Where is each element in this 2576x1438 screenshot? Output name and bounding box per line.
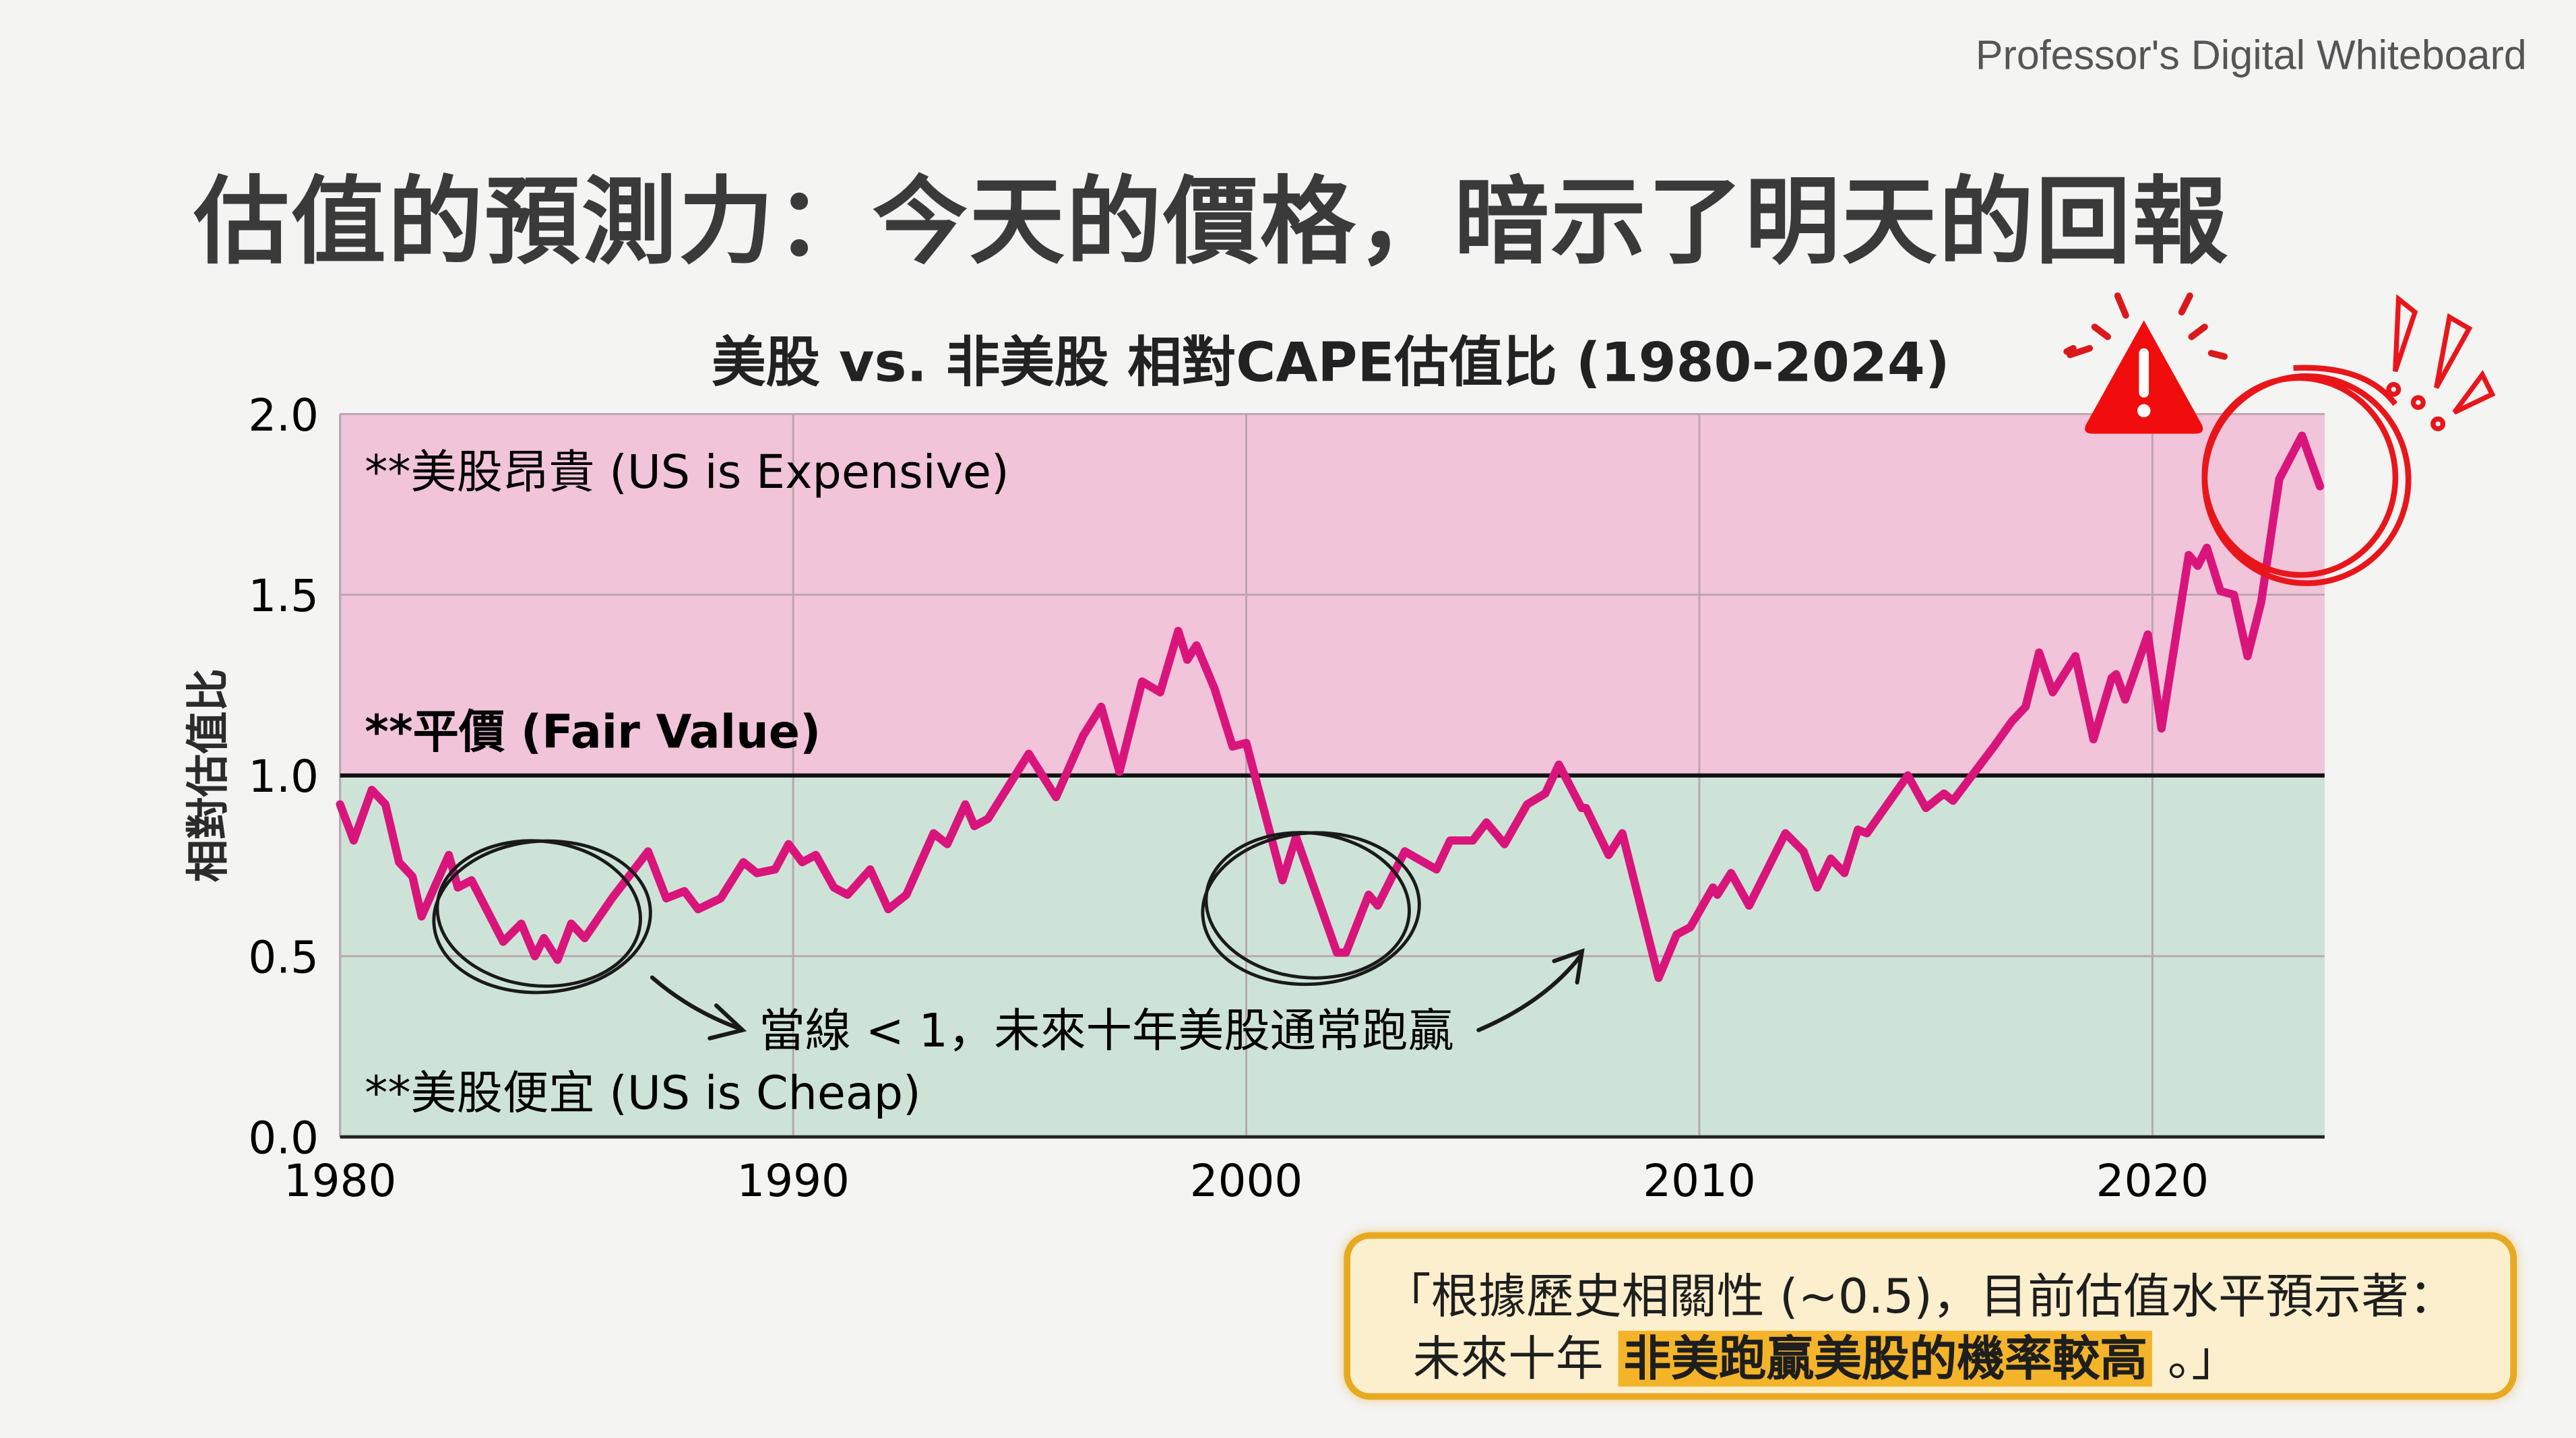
cheap-zone-label: **美股便宜 (US is Cheap) <box>365 1067 920 1121</box>
y-tick-label: 1.5 <box>248 570 319 622</box>
x-tick-label: 1990 <box>736 1155 850 1207</box>
quote-line-2-suffix: 。」 <box>2152 1330 2240 1387</box>
conclusion-callout: 「根據歷史相關性 (~0.5)，目前估值水平預示著： 未來十年 非美跑贏美股的機… <box>1344 1232 2517 1400</box>
warning-triangle-icon <box>2063 292 2228 434</box>
x-tick-labels: 1980 1990 2000 2010 2020 <box>284 1155 2209 1207</box>
y-tick-label: 0.0 <box>248 1113 319 1164</box>
series-line-relative-cape <box>336 431 2325 982</box>
exclamation-marks-icon <box>2386 294 2496 432</box>
y-tick-label: 0.5 <box>248 931 319 983</box>
quote-line-1: 「根據歷史相關性 (~0.5)，目前估值水平預示著： <box>1383 1268 2457 1325</box>
x-tick-label: 1980 <box>284 1155 397 1207</box>
x-tick-label: 2000 <box>1190 1155 1303 1207</box>
arrow-right-icon <box>1476 948 1585 1032</box>
y-tick-label: 2.0 <box>248 389 319 441</box>
fair-value-label: **平價 (Fair Value) <box>365 706 821 759</box>
hand-drawn-circle-1984 <box>432 839 652 995</box>
y-tick-labels: 0.0 0.5 1.0 1.5 2.0 <box>248 389 319 1164</box>
quote-highlight: 非美跑贏美股的機率較高 <box>1619 1330 2153 1387</box>
annotation-note: 當線 < 1，未來十年美股通常跑贏 <box>759 1005 1453 1058</box>
chart-title: 美股 vs. 非美股 相對CAPE估值比 (1980-2024) <box>712 330 1950 395</box>
watermark: Professor's Digital Whiteboard <box>1975 32 2527 80</box>
quote-line-2: 未來十年 非美跑贏美股的機率較高 。」 <box>1413 1321 2239 1389</box>
arrow-left-icon <box>650 975 747 1040</box>
page-title: 估值的預測力：今天的價格，暗示了明天的回報 <box>193 166 2230 278</box>
expensive-zone-label: **美股昂貴 (US is Expensive) <box>365 446 1009 499</box>
hand-drawn-circle-2002 <box>1201 831 1421 987</box>
x-tick-label: 2020 <box>2096 1155 2209 1207</box>
quote-line-2-prefix: 未來十年 <box>1412 1330 1619 1387</box>
y-tick-label: 1.0 <box>248 751 319 803</box>
x-tick-label: 2010 <box>1643 1155 1756 1207</box>
red-highlight-circle <box>2201 365 2412 586</box>
